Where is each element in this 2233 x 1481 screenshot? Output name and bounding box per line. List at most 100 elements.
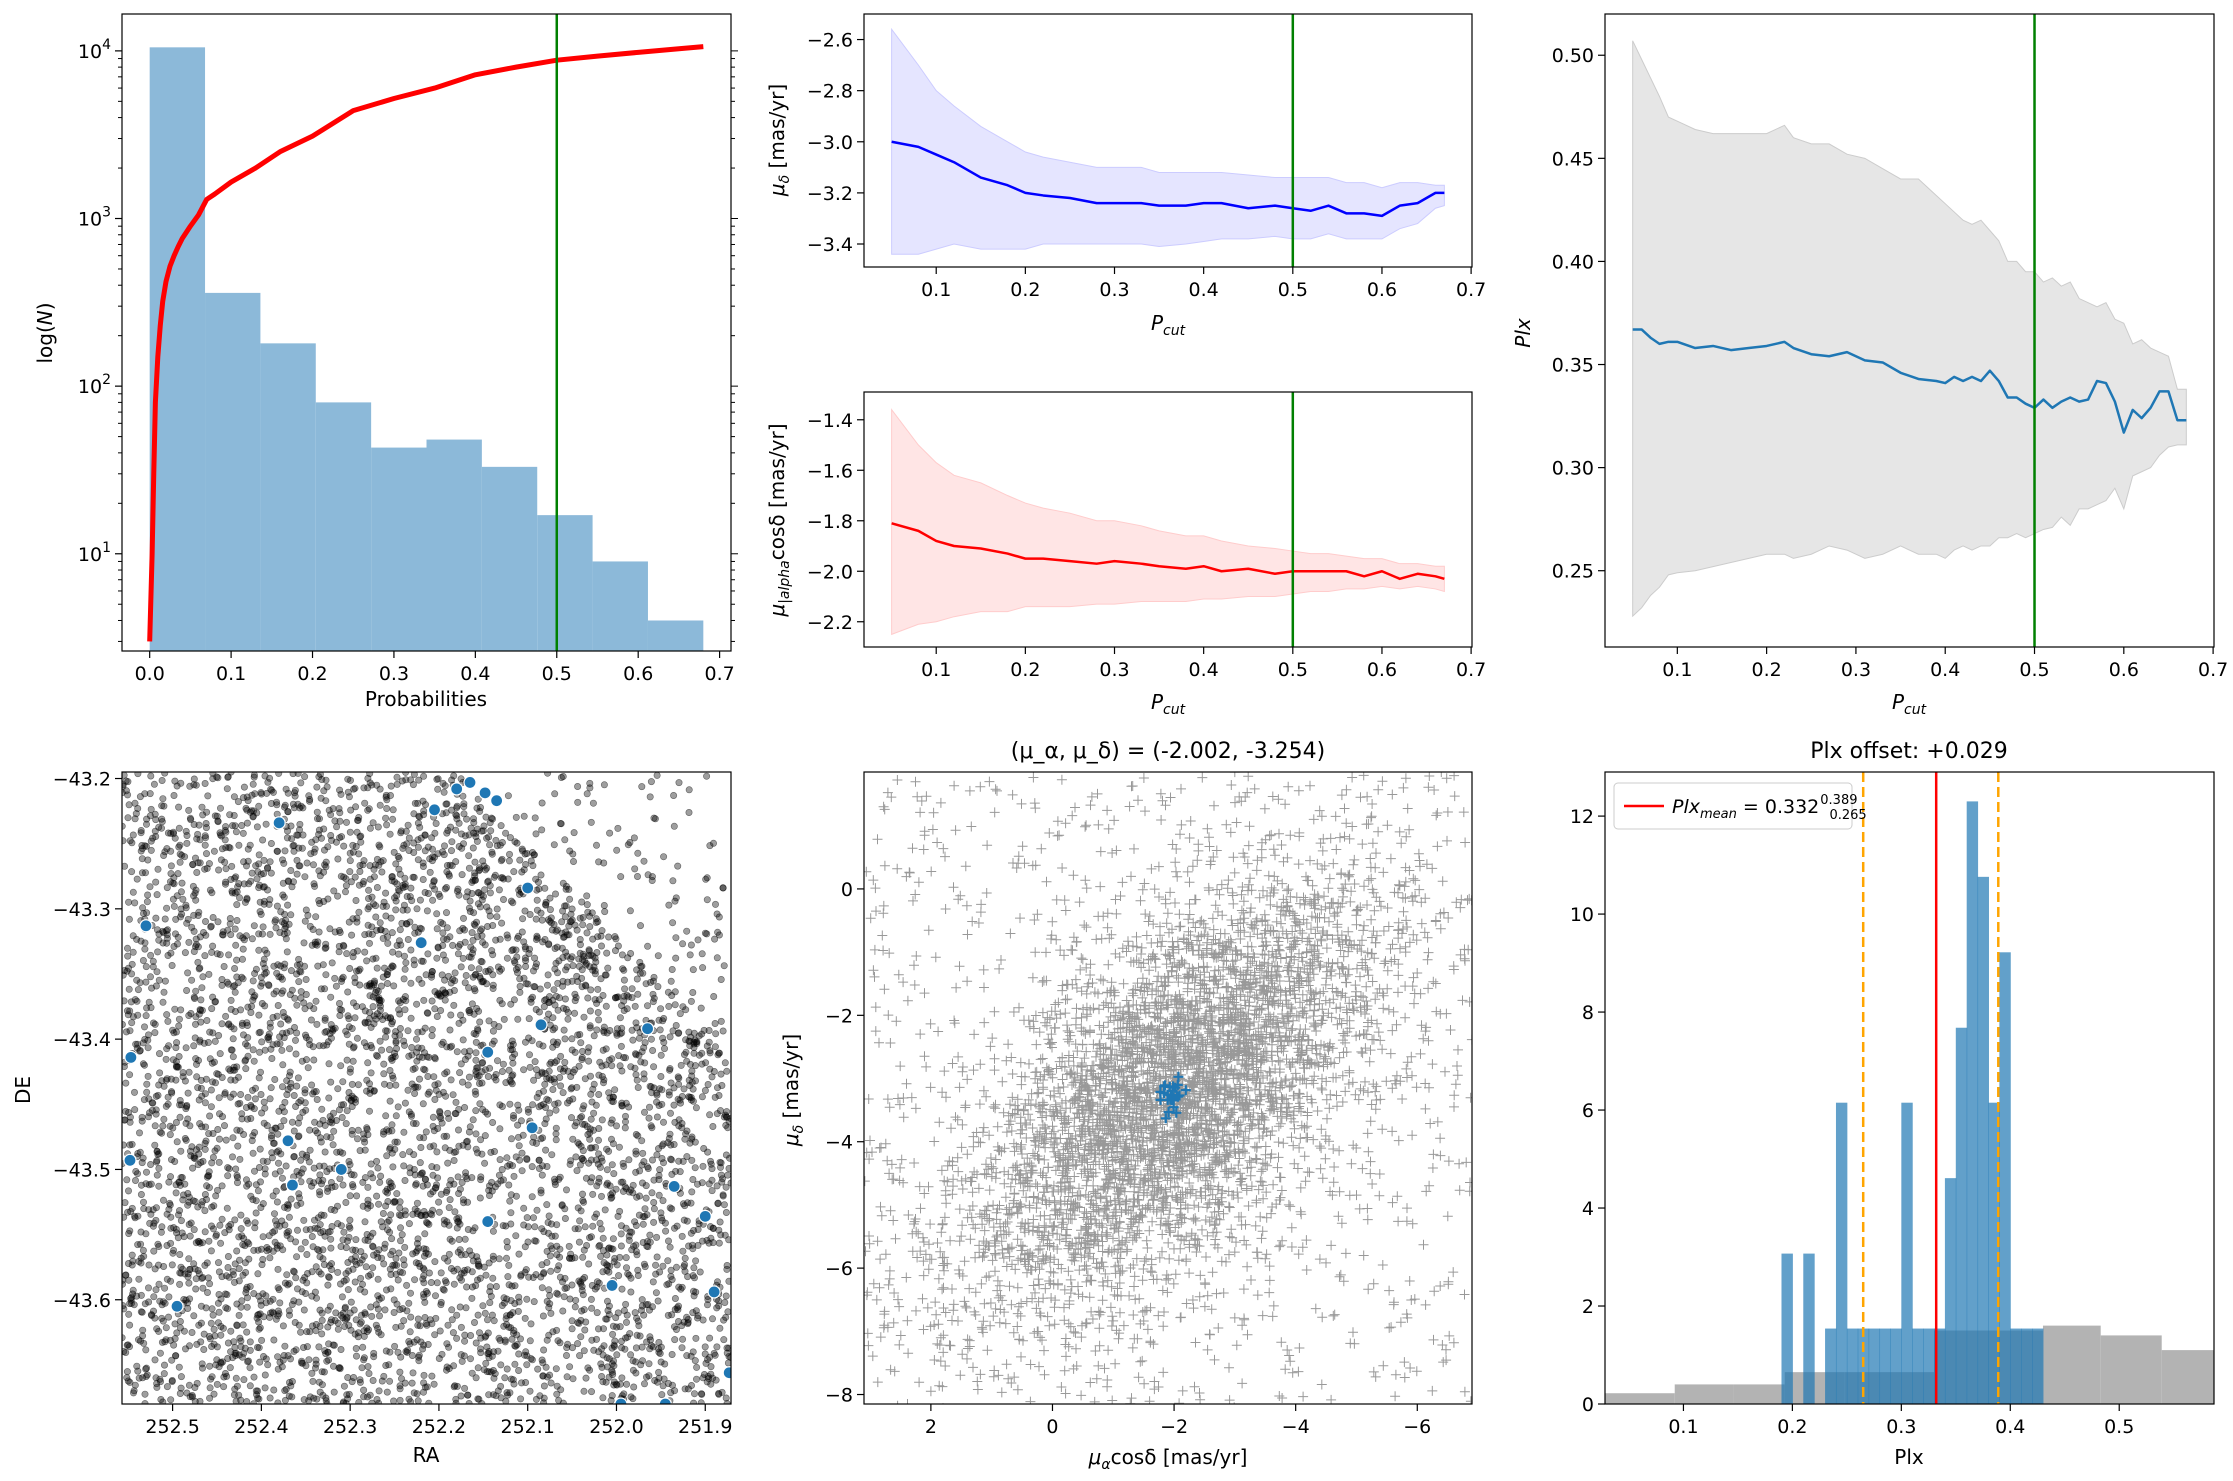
p5-field-star: [327, 1260, 335, 1268]
p5-field-star: [367, 1303, 375, 1311]
p5-field-star: [297, 1328, 305, 1336]
p5-field-star: [246, 1338, 254, 1346]
p5-field-star: [138, 1308, 146, 1316]
p5-field-star: [678, 1322, 686, 1330]
p5-field-star: [404, 935, 412, 943]
p5-field-star: [525, 1015, 533, 1023]
p5-field-star: [633, 872, 641, 880]
p5-field-star: [570, 829, 578, 837]
p5-field-star: [611, 1337, 619, 1345]
p5-field-star: [303, 859, 311, 867]
p5-field-star: [352, 1316, 360, 1324]
p5-field-star: [145, 1284, 153, 1292]
p5-field-star: [441, 1277, 449, 1285]
p5-field-star: [134, 1150, 142, 1158]
p5-field-star: [518, 868, 526, 876]
p5-field-star: [421, 1230, 429, 1238]
p5-field-star: [368, 923, 376, 931]
p5-field-star: [202, 1075, 210, 1083]
p5-field-star: [473, 1004, 481, 1012]
p5-field-star: [631, 1218, 639, 1226]
p5-field-star: [255, 884, 263, 892]
p5-field-star: [183, 839, 191, 847]
p5-field-star: [232, 1374, 240, 1382]
p5-field-star: [141, 1035, 149, 1043]
p5-field-star: [666, 1109, 674, 1117]
p5-field-star: [196, 1239, 204, 1247]
p5-field-star: [609, 1235, 617, 1243]
p5-field-star: [199, 1284, 207, 1292]
p5-field-star: [320, 846, 328, 854]
p5-field-star: [531, 954, 539, 962]
p5-field-star: [685, 1093, 693, 1101]
p5-field-star: [354, 1081, 362, 1089]
p5-field-star: [215, 1158, 223, 1166]
p5-field-star: [143, 820, 151, 828]
p5-field-star: [453, 1334, 461, 1342]
p5-field-star: [340, 842, 348, 850]
p5-field-star: [316, 1134, 324, 1142]
p5-field-star: [164, 1093, 172, 1101]
p5-field-star: [364, 921, 372, 929]
p5-field-star: [396, 1204, 404, 1212]
p5-field-star: [712, 1030, 720, 1038]
p5-field-star: [670, 1141, 678, 1149]
p5-field-star: [144, 1072, 152, 1080]
p5-field-star: [628, 985, 636, 993]
p5-field-star: [411, 1064, 419, 1072]
p5-field-star: [424, 1009, 432, 1017]
p1-ytick-label-2: 103: [78, 205, 111, 231]
p5-field-star: [722, 1183, 730, 1191]
p5-field-star: [202, 931, 210, 939]
p5-field-star: [221, 858, 229, 866]
p5-field-star: [309, 1243, 317, 1251]
p5-field-star: [205, 860, 213, 868]
p5-field-star: [581, 1223, 589, 1231]
p5-field-star: [550, 1075, 558, 1083]
p5-field-star: [155, 1164, 163, 1172]
p5-field-star: [399, 1269, 407, 1277]
p5-field-star: [342, 1244, 350, 1252]
p5-field-star: [148, 1106, 156, 1114]
p5-field-star: [309, 1090, 317, 1098]
p5-field-star: [632, 1369, 640, 1377]
p5-field-star: [352, 1352, 360, 1360]
p5-field-star: [671, 1336, 679, 1344]
p5-field-star: [484, 1110, 492, 1118]
p5-field-star: [562, 1186, 570, 1194]
p5-field-star: [452, 826, 460, 834]
p5-field-star: [431, 1096, 439, 1104]
p5-field-star: [579, 1291, 587, 1299]
p5-field-star: [539, 1042, 547, 1050]
p5-field-star: [667, 1272, 675, 1280]
p5-field-star: [125, 1310, 133, 1318]
p5-field-star: [470, 985, 478, 993]
p5-field-star: [181, 1077, 189, 1085]
p5-field-star: [434, 1174, 442, 1182]
p5-field-star: [440, 1132, 448, 1140]
p5-field-star: [576, 1161, 584, 1169]
p5-field-star: [658, 1142, 666, 1150]
p5-field-star: [467, 964, 475, 972]
p5-field-star: [288, 986, 296, 994]
p5-field-star: [469, 815, 477, 823]
p5-field-star: [274, 1159, 282, 1167]
p5-field-star: [137, 1240, 145, 1248]
p5-field-star: [458, 1078, 466, 1086]
p5-field-star: [168, 1156, 176, 1164]
p5-field-star: [154, 865, 162, 873]
p5-field-star: [479, 1302, 487, 1310]
p5-field-star: [694, 1226, 702, 1234]
p5-field-star: [283, 834, 291, 842]
p5-field-star: [509, 1059, 517, 1067]
p5-field-star: [349, 915, 357, 923]
p5-field-star: [406, 1164, 414, 1172]
p5-field-star: [675, 1029, 683, 1037]
p5-field-star: [423, 907, 431, 915]
p5-field-star: [683, 927, 691, 935]
p5-field-star: [161, 772, 169, 777]
p5-field-star: [391, 1198, 399, 1206]
p5-field-star: [263, 1122, 271, 1130]
p5-field-star: [302, 975, 310, 983]
p5-field-star: [264, 1361, 272, 1369]
